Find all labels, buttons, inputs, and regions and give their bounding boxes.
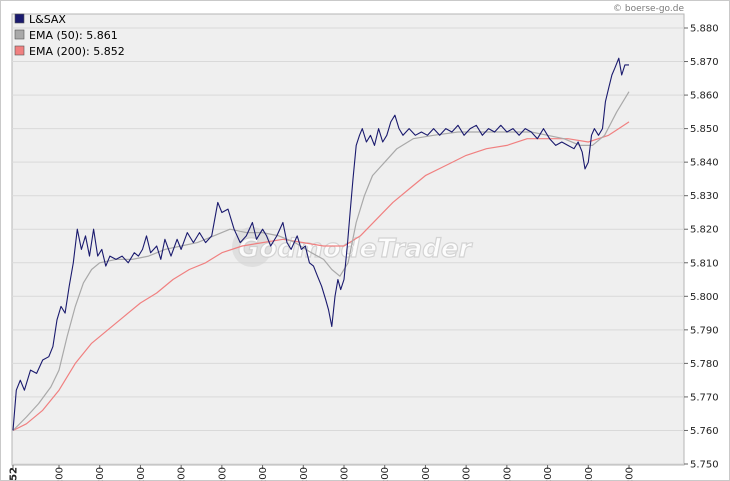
y-tick-label: 5.760 <box>690 426 719 437</box>
x-tick-label: 15:00 <box>299 467 310 481</box>
x-tick-label: 17:00 <box>380 467 391 481</box>
y-tick-label: 5.810 <box>690 258 719 269</box>
x-tick-label: 11:00 <box>136 467 147 481</box>
x-tick-label: 09:00 <box>55 467 66 481</box>
y-tick-label: 5.860 <box>690 91 719 102</box>
plot-area: 5.750 5.760 5.770 5.780 5.790 5.800 5.810 5.820… <box>9 13 719 481</box>
y-tick-label: 5.880 <box>690 24 719 35</box>
series-line-ema-200- <box>12 121 630 432</box>
y-tick-label: 5.850 <box>690 124 719 135</box>
x-tick-label: 13:00 <box>217 467 228 481</box>
x-tick-label: 20:00 <box>502 467 513 481</box>
y-tick-label: 5.790 <box>690 325 719 336</box>
credit-text: © boerse-go.de <box>613 4 684 14</box>
legend-swatch <box>14 29 25 40</box>
watermark-logo-icon <box>232 227 272 267</box>
x-tick-label: 10:00 <box>95 467 106 481</box>
y-tick-label: 5.830 <box>690 191 719 202</box>
legend-swatch <box>14 45 25 56</box>
y-tick-label: 5.870 <box>690 57 719 68</box>
y-tick-label: 5.840 <box>690 158 719 169</box>
series-line-ema-50- <box>12 91 630 431</box>
x-tick-label: 21:00 <box>543 467 554 481</box>
x-tick-label: 12:00 <box>177 467 188 481</box>
y-tick-label: 5.780 <box>690 359 719 370</box>
x-tick-label: 19:00 <box>462 467 473 481</box>
y-tick-label: 5.750 <box>690 460 719 471</box>
x-tick-label: 07:52 <box>9 467 20 481</box>
legend-label: EMA (200): 5.852 <box>29 45 125 58</box>
legend-label: L&SAX <box>29 13 66 26</box>
x-tick-label: 16:00 <box>340 467 351 481</box>
x-tick-label: 18:00 <box>421 467 432 481</box>
legend-swatch <box>14 13 25 24</box>
x-tick-label: 22:00 <box>584 467 595 481</box>
y-tick-label: 5.820 <box>690 225 719 236</box>
y-tick-label: 5.800 <box>690 292 719 303</box>
x-tick-label: 14:00 <box>258 467 269 481</box>
series-line-l-sax <box>12 57 629 431</box>
x-tick-label: 23:00 <box>625 467 636 481</box>
y-tick-label: 5.770 <box>690 392 719 403</box>
legend-label: EMA (50): 5.861 <box>29 29 118 42</box>
